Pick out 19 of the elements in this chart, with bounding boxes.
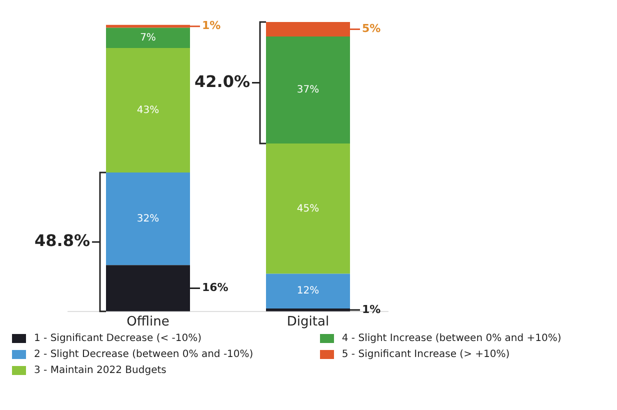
annotation: 48.8% xyxy=(34,231,90,250)
data-label: 16% xyxy=(202,281,228,294)
x-tick-label: Offline xyxy=(126,314,170,330)
data-label: 37% xyxy=(296,84,320,96)
legend-label: 1 - Significant Decrease (< -10%) xyxy=(34,333,202,344)
data-label: 12% xyxy=(296,286,320,297)
data-label: 5% xyxy=(362,22,381,36)
data-label: 45% xyxy=(296,203,320,214)
data-label: 7% xyxy=(140,32,156,44)
annotation: 42.0% xyxy=(194,72,250,91)
data-label: 1% xyxy=(202,19,221,32)
legend-label: 5 - Significant Increase (> +10%) xyxy=(342,349,510,360)
legend-label: 3 - Maintain 2022 Budgets xyxy=(34,365,166,376)
x-tick-label: Digital xyxy=(286,314,330,330)
legend-label: 4 - Slight Increase (between 0% and +10%) xyxy=(342,333,562,344)
data-label: 32% xyxy=(136,213,160,224)
legend-label: 2 - Slight Decrease (between 0% and -10%) xyxy=(34,349,254,360)
data-label: 43% xyxy=(136,104,160,116)
data-label: 1% xyxy=(362,302,381,316)
